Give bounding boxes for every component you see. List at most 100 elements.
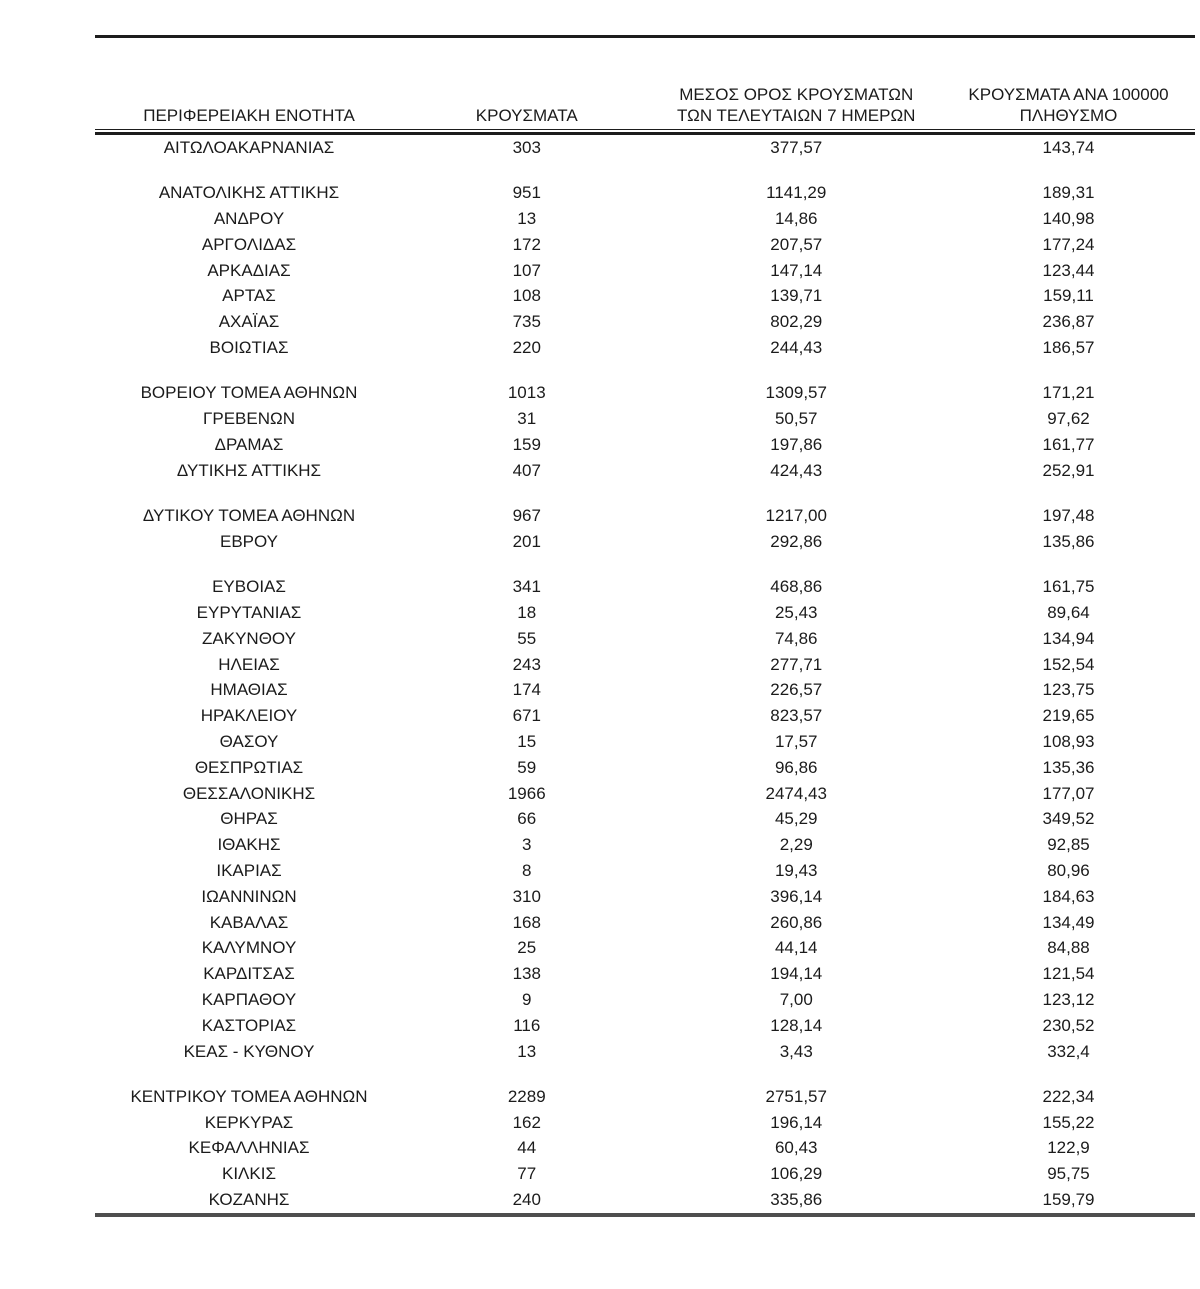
- cases-cell: 172: [512, 234, 541, 254]
- per100k-cell: 95,75: [1047, 1164, 1090, 1184]
- region-cell: ΓΡΕΒΕΝΩΝ: [203, 409, 295, 429]
- cases-cell: 138: [512, 964, 541, 984]
- cases-cell: 310: [512, 886, 541, 906]
- regional-cases-table: ΠΕΡΙΦΕΡΕΙΑΚΗ ΕΝΟΤΗΤΑ ΚΡΟΥΣΜΑΤΑ ΜΕΣΟΣ ΟΡΟ…: [95, 35, 1195, 1217]
- avg7-cell: 197,86: [770, 434, 823, 454]
- avg7-cell: 106,29: [770, 1164, 823, 1184]
- table-row: ΒΟΡΕΙΟΥ ΤΟΜΕΑ ΑΘΗΝΩΝ 1013 1309,57 171,21: [95, 380, 1195, 406]
- avg7-cell: 335,86: [770, 1189, 823, 1209]
- header-per100k: ΚΡΟΥΣΜΑΤΑ ΑΝΑ 100000 ΠΛΗΘΥΣΜΟ: [942, 84, 1195, 126]
- avg7-cell: 207,57: [770, 234, 823, 254]
- region-cell: ΘΑΣΟΥ: [219, 731, 279, 751]
- region-cell: ΒΟΡΕΙΟΥ ΤΟΜΕΑ ΑΘΗΝΩΝ: [140, 383, 358, 403]
- region-cell: ΗΡΑΚΛΕΙΟΥ: [200, 706, 298, 726]
- table-body: ΑΙΤΩΛΟΑΚΑΡΝΑΝΙΑΣ 303 377,57 143,74 ΑΝΑΤΟΛΙΚΗ…: [95, 135, 1195, 1213]
- per100k-cell: 161,77: [1042, 434, 1095, 454]
- table-row: ΑΡΤΑΣ 108 139,71 159,11: [95, 283, 1195, 309]
- cases-cell: 18: [517, 602, 537, 622]
- header-cases-label: ΚΡΟΥΣΜΑΤΑ: [475, 106, 578, 125]
- region-cell: ΒΟΙΩΤΙΑΣ: [209, 338, 289, 358]
- cases-cell: 108: [512, 286, 541, 306]
- table-row: ΙΚΑΡΙΑΣ 8 19,43 80,96: [95, 858, 1195, 884]
- per100k-cell: 140,98: [1042, 209, 1095, 229]
- region-cell: ΑΡΤΑΣ: [222, 286, 276, 306]
- table-row: ΕΒΡΟΥ 201 292,86 135,86: [95, 529, 1195, 555]
- region-cell: ΕΥΡΥΤΑΝΙΑΣ: [196, 602, 302, 622]
- cases-cell: 162: [512, 1112, 541, 1132]
- table-row: ΘΕΣΣΑΛΟΝΙΚΗΣ 1966 2474,43 177,07: [95, 781, 1195, 807]
- per100k-cell: 135,86: [1042, 531, 1095, 551]
- per100k-cell: 155,22: [1042, 1112, 1095, 1132]
- group-separator: [95, 555, 1195, 575]
- per100k-cell: 92,85: [1047, 835, 1090, 855]
- cases-cell: 1966: [507, 783, 546, 803]
- avg7-cell: 50,57: [774, 409, 818, 429]
- avg7-cell: 802,29: [770, 312, 823, 332]
- region-cell: ΘΗΡΑΣ: [220, 809, 278, 829]
- cases-cell: 159: [512, 434, 541, 454]
- table-row: ΗΡΑΚΛΕΙΟΥ 671 823,57 219,65: [95, 703, 1195, 729]
- region-cell: ΑΧΑΪΑΣ: [218, 312, 280, 332]
- table-row: ΑΙΤΩΛΟΑΚΑΡΝΑΝΙΑΣ 303 377,57 143,74: [95, 135, 1195, 161]
- header-per100k-label: ΚΡΟΥΣΜΑΤΑ ΑΝΑ 100000 ΠΛΗΘΥΣΜΟ: [968, 85, 1169, 125]
- header-separator-thick-line: [95, 132, 1195, 135]
- table-row: ΓΡΕΒΕΝΩΝ 31 50,57 97,62: [95, 406, 1195, 432]
- table-row: ΚΟΖΑΝΗΣ 240 335,86 159,79: [95, 1187, 1195, 1213]
- region-cell: ΚΑΛΥΜΝΟΥ: [201, 938, 297, 958]
- per100k-cell: 152,54: [1042, 654, 1095, 674]
- group-separator: [95, 484, 1195, 504]
- avg7-cell: 823,57: [770, 706, 823, 726]
- avg7-cell: 19,43: [774, 860, 818, 880]
- region-cell: ΚΑΡΔΙΤΣΑΣ: [203, 964, 295, 984]
- cases-cell: 2289: [507, 1086, 546, 1106]
- table-row: ΕΥΒΟΙΑΣ 341 468,86 161,75: [95, 574, 1195, 600]
- region-cell: ΔΥΤΙΚΟΥ ΤΟΜΕΑ ΑΘΗΝΩΝ: [142, 506, 356, 526]
- per100k-cell: 171,21: [1042, 383, 1095, 403]
- table-header-row: ΠΕΡΙΦΕΡΕΙΑΚΗ ΕΝΟΤΗΤΑ ΚΡΟΥΣΜΑΤΑ ΜΕΣΟΣ ΟΡΟ…: [95, 38, 1195, 129]
- table-row: ΗΛΕΙΑΣ 243 277,71 152,54: [95, 652, 1195, 678]
- per100k-cell: 189,31: [1042, 183, 1095, 203]
- region-cell: ΑΡΓΟΛΙΔΑΣ: [201, 234, 297, 254]
- table-row: ΚΕΡΚΥΡΑΣ 162 196,14 155,22: [95, 1110, 1195, 1136]
- avg7-cell: 424,43: [770, 460, 823, 480]
- avg7-cell: 244,43: [770, 338, 823, 358]
- per100k-cell: 332,4: [1047, 1041, 1090, 1061]
- cases-cell: 8: [522, 860, 532, 880]
- cases-cell: 116: [513, 1015, 541, 1035]
- per100k-cell: 143,74: [1042, 138, 1095, 157]
- table-row: ΑΡΚΑΔΙΑΣ 107 147,14 123,44: [95, 258, 1195, 284]
- header-cases: ΚΡΟΥΣΜΑΤΑ: [403, 105, 651, 126]
- cases-cell: 168: [512, 912, 541, 932]
- table-row: ΑΝΔΡΟΥ 13 14,86 140,98: [95, 206, 1195, 232]
- header-avg7: ΜΕΣΟΣ ΟΡΟΣ ΚΡΟΥΣΜΑΤΩΝ ΤΩΝ ΤΕΛΕΥΤΑΙΩΝ 7 Η…: [651, 84, 943, 126]
- region-cell: ΖΑΚΥΝΘΟΥ: [202, 628, 296, 648]
- region-cell: ΗΜΑΘΙΑΣ: [210, 680, 288, 700]
- avg7-cell: 45,29: [774, 809, 818, 829]
- per100k-cell: 134,49: [1042, 912, 1095, 932]
- per100k-cell: 135,36: [1042, 757, 1095, 777]
- table-row: ΙΩΑΝΝΙΝΩΝ 310 396,14 184,63: [95, 884, 1195, 910]
- avg7-cell: 260,86: [770, 912, 823, 932]
- region-cell: ΑΝΔΡΟΥ: [213, 209, 285, 229]
- avg7-cell: 2751,57: [765, 1086, 827, 1106]
- cases-cell: 55: [517, 628, 537, 648]
- cases-cell: 951: [512, 183, 541, 203]
- table-row: ΗΜΑΘΙΑΣ 174 226,57 123,75: [95, 677, 1195, 703]
- avg7-cell: 25,43: [774, 602, 818, 622]
- table-row: ΚΙΛΚΙΣ 77 106,29 95,75: [95, 1161, 1195, 1187]
- region-cell: ΑΡΚΑΔΙΑΣ: [207, 260, 291, 280]
- table-row: ΚΑΣΤΟΡΙΑΣ 116 128,14 230,52: [95, 1013, 1195, 1039]
- per100k-cell: 108,93: [1042, 731, 1095, 751]
- per100k-cell: 252,91: [1042, 460, 1095, 480]
- cases-cell: 13: [517, 209, 537, 229]
- table-row: ΖΑΚΥΝΘΟΥ 55 74,86 134,94: [95, 626, 1195, 652]
- table-row: ΘΕΣΠΡΩΤΙΑΣ 59 96,86 135,36: [95, 755, 1195, 781]
- group-separator: [95, 161, 1195, 181]
- avg7-cell: 74,86: [774, 628, 818, 648]
- per100k-cell: 123,75: [1042, 680, 1095, 700]
- per100k-cell: 349,52: [1042, 809, 1095, 829]
- table-row: ΑΧΑΪΑΣ 735 802,29 236,87: [95, 309, 1195, 335]
- region-cell: ΚΕΦΑΛΛΗΝΙΑΣ: [188, 1138, 310, 1158]
- region-cell: ΚΕΝΤΡΙΚΟΥ ΤΟΜΕΑ ΑΘΗΝΩΝ: [130, 1086, 368, 1106]
- avg7-cell: 1217,00: [765, 506, 827, 526]
